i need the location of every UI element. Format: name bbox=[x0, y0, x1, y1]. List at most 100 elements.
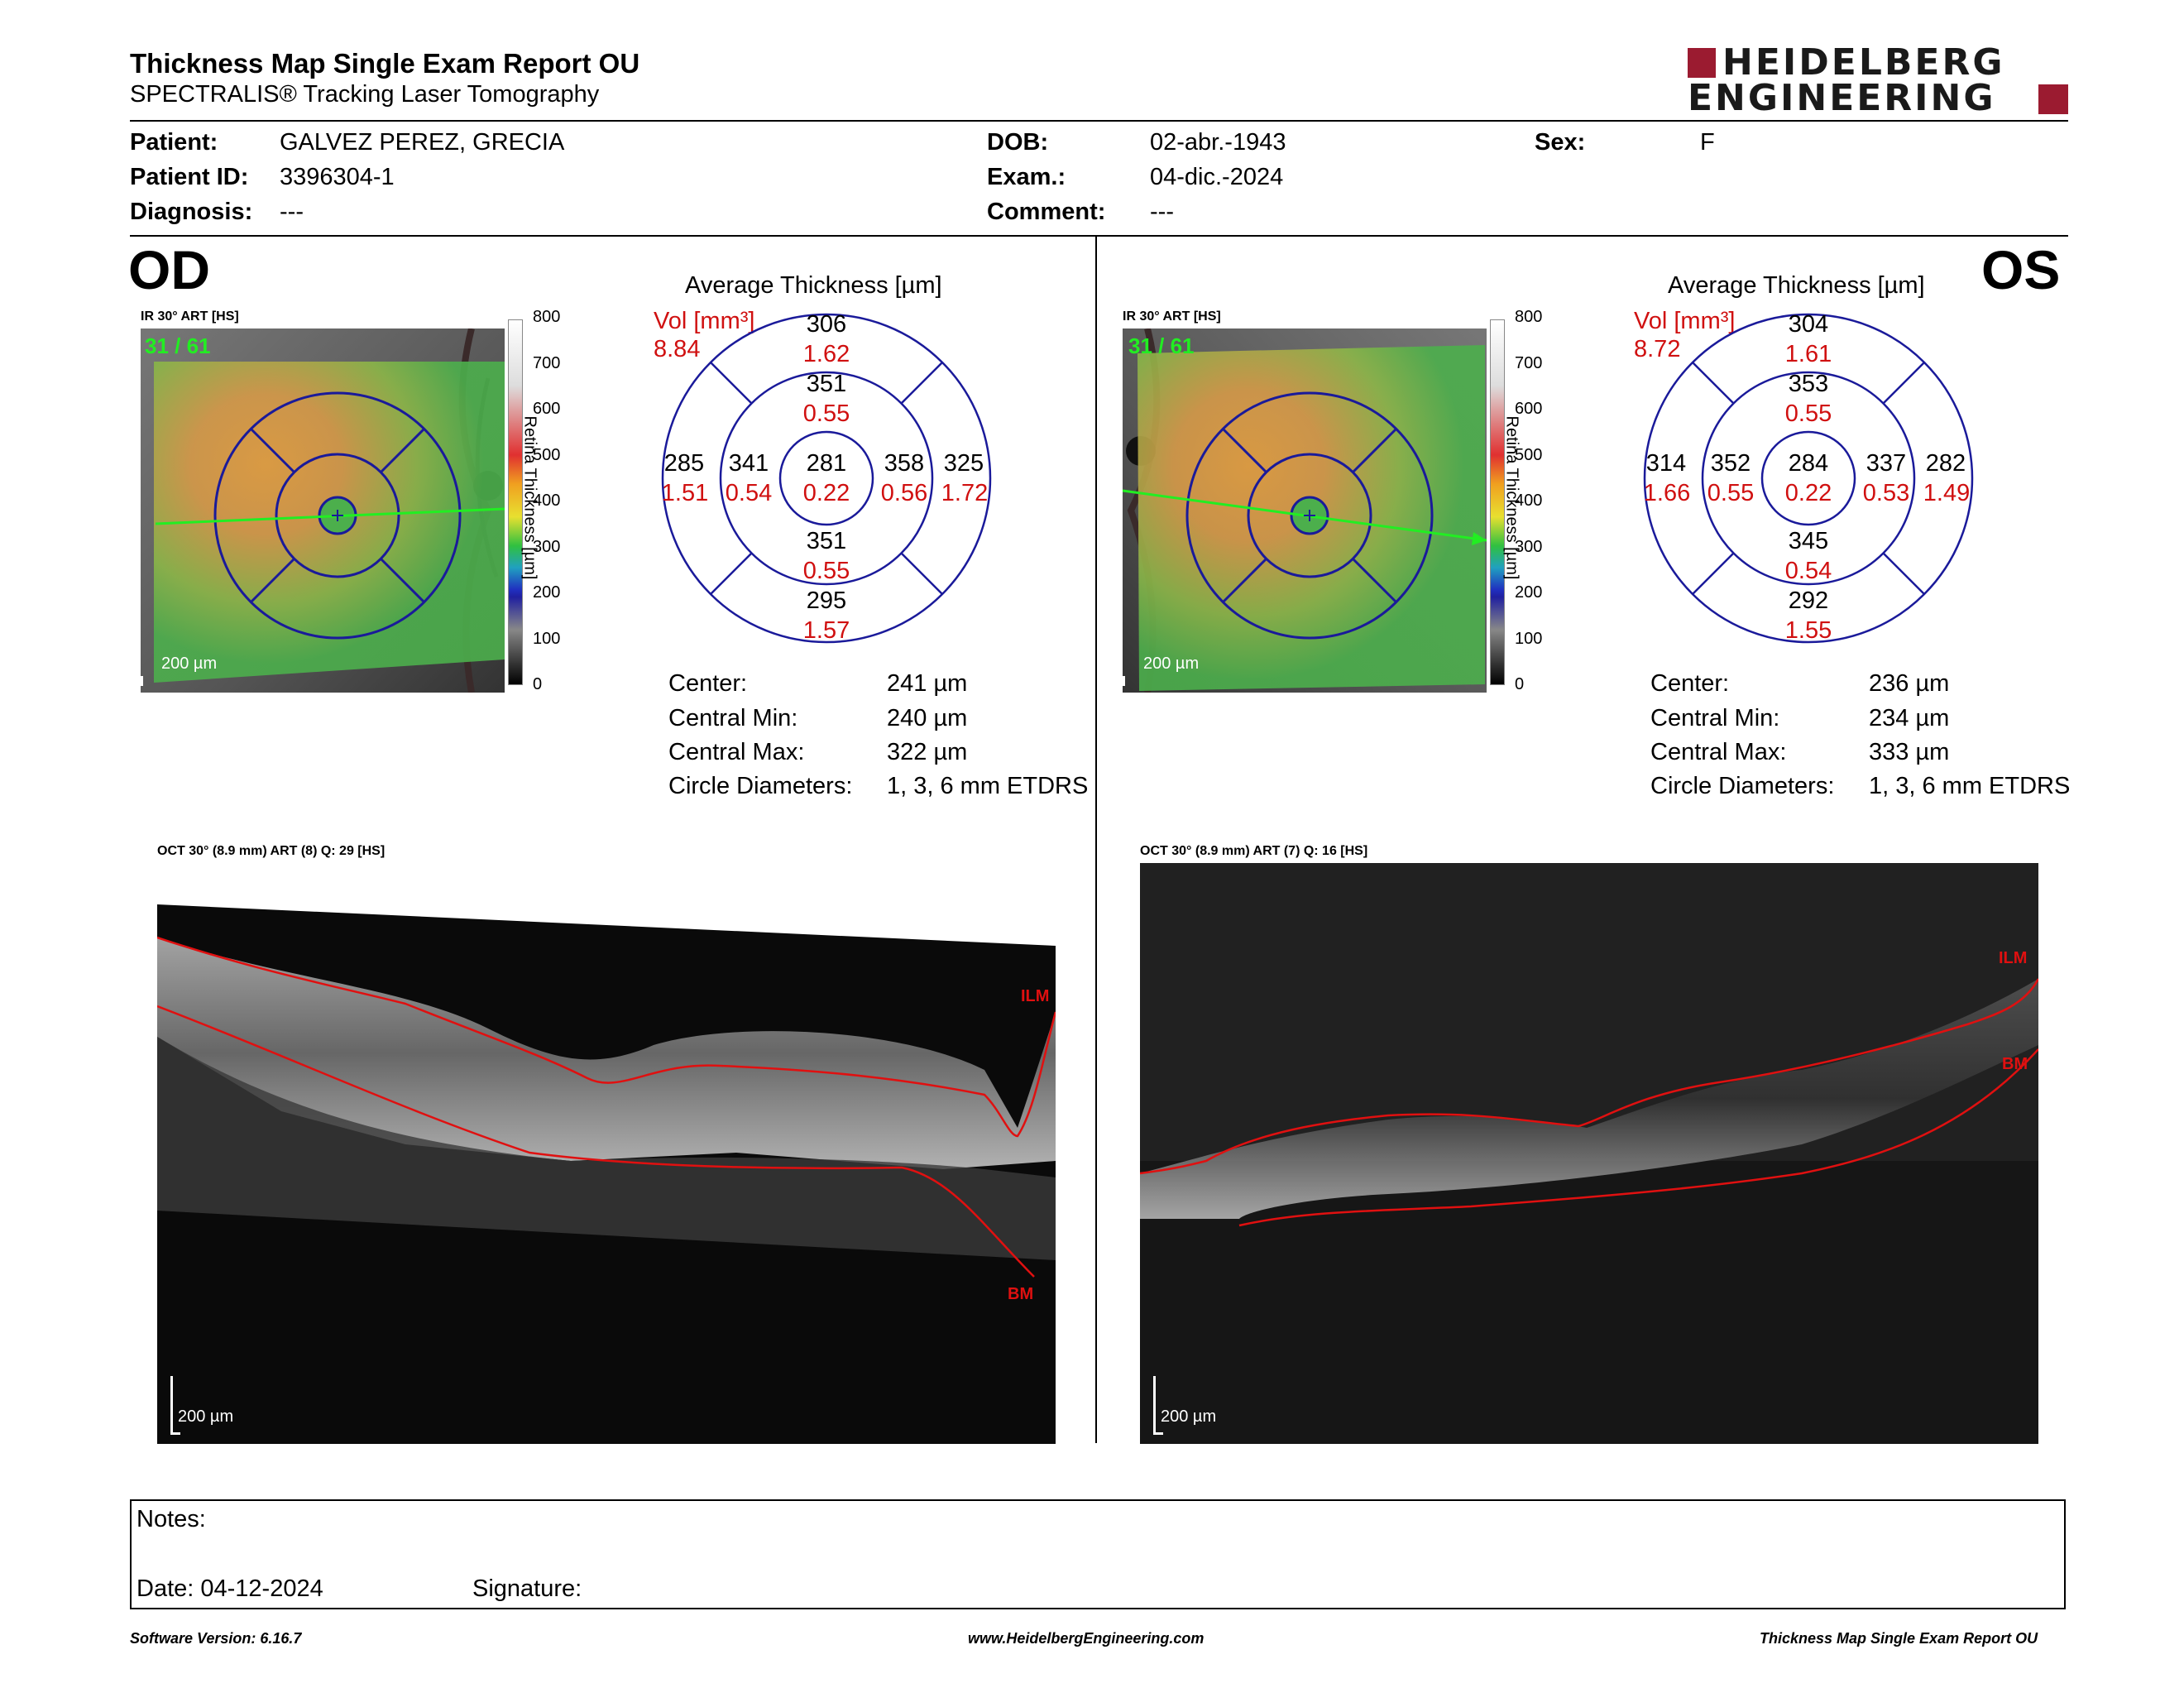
footer-report-name: Thickness Map Single Exam Report OU bbox=[1760, 1630, 2038, 1647]
dob-label: DOB: bbox=[987, 129, 1049, 156]
report-subtitle: SPECTRALIS® Tracking Laser Tomography bbox=[130, 81, 600, 108]
od-colorbar-ticks: 800 700 600 500 400 300 200 100 0 bbox=[533, 308, 566, 697]
od-fundus-thickness-map: 31 / 61 200 µm bbox=[141, 328, 505, 693]
os-colorbar bbox=[1490, 319, 1505, 685]
os-eye-label: OS bbox=[1981, 239, 2061, 300]
od-average-thickness-title: Average Thickness [µm] bbox=[685, 272, 942, 299]
os-stat-diam-value: 1, 3, 6 mm ETDRS bbox=[1869, 773, 2071, 799]
signature-label: Signature: bbox=[472, 1575, 582, 1602]
od-tick-300: 300 bbox=[533, 538, 561, 556]
od-bm-label: BM bbox=[1008, 1285, 1034, 1303]
os-inner-superior-thickness: 353 bbox=[1788, 371, 1829, 397]
od-stat-diam-label: Circle Diameters: bbox=[668, 773, 853, 799]
os-vol-label: Vol [mm³] bbox=[1634, 308, 1736, 334]
os-tick-300: 300 bbox=[1515, 538, 1543, 556]
od-stat-max-value: 322 µm bbox=[887, 739, 968, 765]
od-outer-nasal-volume: 1.72 bbox=[941, 480, 989, 506]
od-oct-scale-bar-foot bbox=[170, 1432, 180, 1435]
os-etdrs-grid bbox=[1643, 313, 1974, 644]
od-stat-min-value: 240 µm bbox=[887, 705, 968, 731]
od-tick-0: 0 bbox=[533, 675, 543, 693]
os-inner-temporal-volume: 0.53 bbox=[1862, 480, 1910, 506]
od-center-thickness: 281 bbox=[806, 450, 847, 477]
os-ilm-label: ILM bbox=[1999, 949, 2028, 967]
os-stat-center-label: Center: bbox=[1650, 670, 1730, 697]
od-outer-nasal-thickness: 325 bbox=[943, 450, 984, 477]
logo-square-bottom bbox=[2038, 84, 2068, 114]
od-outer-temporal-volume: 1.51 bbox=[661, 480, 709, 506]
od-inner-inferior-volume: 0.55 bbox=[802, 558, 850, 584]
os-average-thickness-title: Average Thickness [µm] bbox=[1668, 272, 1925, 299]
od-colorbar-label: Retina Thickness [µm] bbox=[520, 415, 539, 580]
os-stat-min-label: Central Min: bbox=[1650, 705, 1780, 731]
os-oct-scale-bar bbox=[1153, 1376, 1156, 1434]
os-outer-temporal-volume: 1.49 bbox=[1923, 480, 1971, 506]
sex-label: Sex: bbox=[1535, 129, 1586, 156]
comment-label: Comment: bbox=[987, 199, 1106, 225]
os-inner-inferior-volume: 0.54 bbox=[1784, 558, 1832, 584]
od-colorbar bbox=[508, 319, 523, 685]
os-oct-scale-label: 200 µm bbox=[1161, 1407, 1217, 1426]
patient-name: GALVEZ PEREZ, GRECIA bbox=[280, 129, 565, 156]
od-inner-temporal-thickness: 341 bbox=[728, 450, 769, 477]
od-inner-temporal-volume: 0.54 bbox=[725, 480, 773, 506]
os-tick-500: 500 bbox=[1515, 446, 1543, 464]
od-inner-inferior-thickness: 351 bbox=[806, 528, 847, 554]
od-outer-superior-thickness: 306 bbox=[806, 311, 847, 338]
od-vol-value: 8.84 bbox=[654, 336, 701, 362]
os-oct-caption: OCT 30° (8.9 mm) ART (7) Q: 16 [HS] bbox=[1140, 844, 1368, 858]
od-inner-superior-volume: 0.55 bbox=[802, 400, 850, 427]
os-outer-inferior-thickness: 292 bbox=[1788, 587, 1829, 614]
od-stat-min-label: Central Min: bbox=[668, 705, 798, 731]
heidelberg-logo: HEIDELBERG ENGINEERING bbox=[1688, 41, 2068, 119]
sex-value: F bbox=[1700, 129, 1715, 156]
os-tick-200: 200 bbox=[1515, 583, 1543, 602]
od-inner-superior-thickness: 351 bbox=[806, 371, 847, 397]
od-tick-100: 100 bbox=[533, 630, 561, 648]
notes-date: Date: 04-12-2024 bbox=[136, 1575, 323, 1602]
os-stat-diam-label: Circle Diameters: bbox=[1650, 773, 1835, 799]
logo-line-2: ENGINEERING bbox=[1688, 77, 1996, 119]
od-tick-800: 800 bbox=[533, 308, 561, 326]
logo-line-1: HEIDELBERG bbox=[1722, 41, 2005, 84]
od-ilm-label: ILM bbox=[1021, 987, 1050, 1005]
os-tick-0: 0 bbox=[1515, 675, 1525, 693]
od-outer-temporal-thickness: 285 bbox=[663, 450, 705, 477]
od-inner-nasal-thickness: 358 bbox=[884, 450, 925, 477]
od-tick-700: 700 bbox=[533, 354, 561, 372]
eye-divider bbox=[1095, 237, 1097, 1443]
os-vol-value: 8.72 bbox=[1634, 336, 1681, 362]
od-outer-superior-volume: 1.62 bbox=[802, 341, 850, 367]
os-tick-800: 800 bbox=[1515, 308, 1543, 326]
exam-label: Exam.: bbox=[987, 164, 1066, 190]
od-ir-scale-bar bbox=[141, 676, 143, 686]
os-ir-scale-bar bbox=[1123, 676, 1125, 686]
patient-id-label: Patient ID: bbox=[130, 164, 249, 190]
od-vol-label: Vol [mm³] bbox=[654, 308, 755, 334]
od-oct-scale-bar bbox=[170, 1376, 173, 1434]
os-tick-400: 400 bbox=[1515, 492, 1543, 510]
od-etdrs-grid bbox=[661, 313, 992, 644]
os-stat-center-value: 236 µm bbox=[1869, 670, 1950, 697]
od-outer-inferior-volume: 1.57 bbox=[802, 617, 850, 644]
os-center-thickness: 284 bbox=[1788, 450, 1829, 477]
logo-square-top bbox=[1688, 48, 1716, 78]
os-etdrs-overlay bbox=[1123, 391, 1487, 640]
od-frame-counter: 31 / 61 bbox=[145, 333, 211, 358]
od-inner-nasal-volume: 0.56 bbox=[880, 480, 928, 506]
os-tick-600: 600 bbox=[1515, 400, 1543, 418]
patient-id: 3396304-1 bbox=[280, 164, 395, 190]
footer-website[interactable]: www.HeidelbergEngineering.com bbox=[968, 1630, 1205, 1647]
os-outer-nasal-volume: 1.66 bbox=[1643, 480, 1691, 506]
os-inner-inferior-thickness: 345 bbox=[1788, 528, 1829, 554]
comment-value: --- bbox=[1150, 199, 1174, 225]
od-ir-scale-label: 200 µm bbox=[161, 655, 218, 673]
report-title: Thickness Map Single Exam Report OU bbox=[130, 48, 640, 79]
os-tick-700: 700 bbox=[1515, 354, 1543, 372]
od-oct-caption: OCT 30° (8.9 mm) ART (8) Q: 29 [HS] bbox=[157, 844, 386, 858]
od-stat-max-label: Central Max: bbox=[668, 739, 805, 765]
os-bm-label: BM bbox=[2002, 1055, 2028, 1073]
os-outer-inferior-volume: 1.55 bbox=[1784, 617, 1832, 644]
os-outer-nasal-thickness: 314 bbox=[1645, 450, 1687, 477]
od-stat-center-label: Center: bbox=[668, 670, 748, 697]
